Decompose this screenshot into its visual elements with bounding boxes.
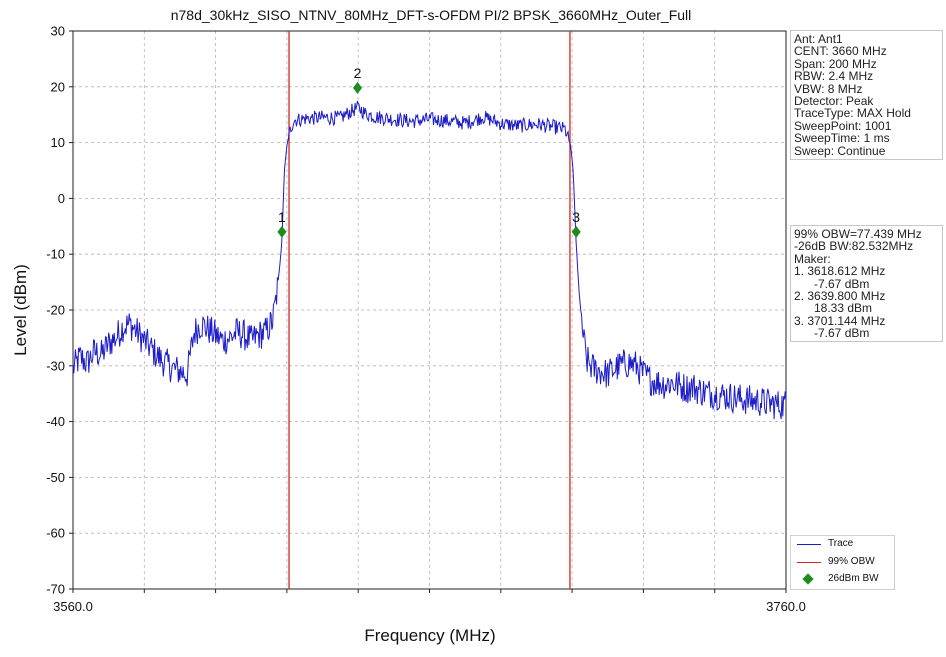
marker-diamond-3 [571, 225, 581, 238]
chart-legend: Trace 99% OBW 26dBm BW [790, 535, 895, 590]
legend-item-26db-bw: 26dBm BW [791, 573, 894, 587]
settings-line: Span: 200 MHz [794, 56, 877, 71]
trace-line [72, 100, 787, 420]
result-line: 2. 3639.800 MHz [794, 289, 886, 304]
marker-label-2: 2 [354, 65, 362, 81]
x-tick-label: 3760.0 [766, 599, 806, 614]
chart-title: n78d_30kHz_SISO_NTNV_80MHz_DFT-s-OFDM PI… [171, 7, 692, 23]
marker-label-3: 3 [572, 209, 580, 225]
legend-item-trace: Trace [791, 538, 894, 552]
result-line: 1. 3618.612 MHz [794, 264, 886, 279]
legend-label-trace: Trace [828, 538, 854, 549]
settings-line: SweepTime: 1 ms [794, 131, 890, 146]
grid-layer [73, 31, 786, 589]
legend-swatch-obw [797, 562, 821, 563]
y-tick-label: -10 [46, 247, 65, 262]
settings-line: VBW: 8 MHz [794, 81, 863, 96]
result-line: 3. 3701.144 MHz [794, 313, 886, 328]
marker-layer: 1 2 3 [277, 65, 581, 238]
y-tick-label: -30 [46, 358, 65, 373]
legend-item-obw: 99% OBW [791, 556, 894, 570]
result-line: 99% OBW=77.439 MHz [794, 227, 922, 241]
result-line: 18.33 dBm [794, 301, 873, 316]
y-tick-label: 30 [51, 24, 65, 39]
obw-layer [288, 31, 571, 589]
y-tick-label: -40 [46, 414, 65, 429]
settings-line: SweepPoint: 1001 [794, 118, 892, 133]
result-line: -26dB BW:82.532MHz [794, 239, 914, 254]
marker-diamond-1 [277, 225, 287, 238]
tick-layer: 30 20 10 0 -10 -20 -30 -40 -50 -60 -70 3560.0 3760.0 [46, 24, 806, 615]
x-tick-label: 3560.0 [53, 599, 93, 614]
y-tick-label: 0 [58, 191, 65, 206]
y-tick-label: 10 [51, 135, 65, 150]
settings-line: TraceType: MAX Hold [794, 106, 911, 121]
legend-swatch-26db-bw [802, 573, 814, 585]
y-tick-label: -20 [46, 303, 65, 318]
y-tick-label: 20 [51, 79, 65, 94]
legend-label-26db-bw: 26dBm BW [828, 573, 879, 584]
result-line: Maker: [794, 251, 831, 266]
y-tick-label: -50 [46, 470, 65, 485]
legend-label-obw: 99% OBW [828, 556, 875, 567]
trace-layer [72, 100, 787, 420]
result-line: -7.67 dBm [794, 326, 870, 341]
settings-line: CENT: 3660 MHz [794, 44, 887, 59]
settings-line: Ant: Ant1 [794, 32, 843, 46]
result-line: -7.67 dBm [794, 276, 870, 291]
settings-panel: Ant: Ant1 CENT: 3660 MHz Span: 200 MHz RBW:… [790, 30, 943, 160]
y-tick-label: -60 [46, 526, 65, 541]
settings-line: Sweep: Continue [794, 143, 886, 158]
settings-line: RBW: 2.4 MHz [794, 69, 874, 84]
x-axis-label: Frequency (MHz) [364, 626, 495, 645]
results-panel: 99% OBW=77.439 MHz -26dB BW:82.532MHz Make… [790, 225, 943, 342]
settings-line: Detector: Peak [794, 94, 874, 109]
y-axis-label: Level (dBm) [11, 264, 30, 356]
legend-swatch-trace [797, 544, 821, 545]
marker-label-1: 1 [278, 209, 286, 225]
marker-diamond-2 [352, 81, 362, 94]
y-tick-label: -70 [46, 582, 65, 597]
